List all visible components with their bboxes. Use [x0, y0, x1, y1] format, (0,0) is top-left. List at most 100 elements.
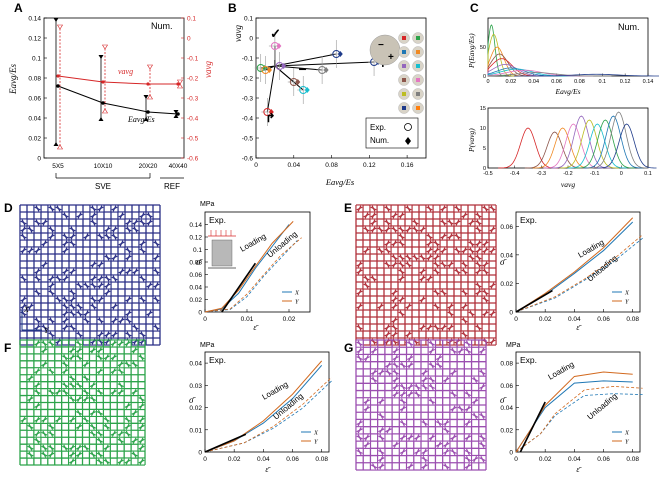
curve-unloading-Y — [204, 376, 332, 453]
lattice-skew-bar — [70, 451, 75, 458]
lattice-skew-bar — [451, 369, 456, 376]
lattice-skew-bar — [364, 247, 369, 254]
lattice-skew-bar — [70, 303, 75, 310]
lattice-skew-bar — [408, 354, 413, 362]
a-series-line — [57, 75, 178, 85]
c-bottom-density-curve — [575, 119, 636, 169]
lattice-skew-bar — [480, 369, 485, 376]
lattice-skew-bar — [483, 261, 488, 268]
lattice-skew-bar — [133, 268, 138, 275]
panel-f-xlabel: ε̄ — [265, 465, 270, 474]
panel-f-lattice — [19, 339, 146, 466]
b-xtick-label: 0 — [254, 162, 258, 169]
lattice-skew-bar — [483, 310, 488, 317]
lattice-skew-bar — [437, 362, 442, 369]
a-ytick-label-right: -0.3 — [187, 96, 199, 103]
c-bottom-xtick-label: -0.1 — [590, 171, 599, 177]
panel-f: F MPa Exp. σ̄ ε̄ 0 0.02 0.04 0.06 0.0800.010… — [4, 339, 332, 474]
lattice-skew-bar — [77, 212, 82, 219]
lattice-skew-bar — [427, 247, 432, 254]
lattice-skew-bar — [399, 254, 404, 261]
lattice-skew-bar — [473, 398, 478, 405]
lattice-skew-bar — [408, 383, 413, 391]
lattice-skew-bar — [441, 247, 446, 254]
panel-e-lattice — [355, 204, 497, 346]
curve-legend-x-label: X — [624, 430, 630, 437]
b-ytick-label: -0.2 — [242, 76, 254, 83]
lattice-skew-bar — [42, 361, 47, 368]
a-ytick-label-right: -0.6 — [187, 156, 199, 163]
lattice-skew-bar — [364, 226, 369, 233]
lattice-skew-bar — [118, 430, 123, 437]
lattice-skew-bar — [21, 296, 26, 303]
lattice-skew-bar — [125, 340, 130, 347]
lattice-skew-bar — [476, 268, 481, 275]
lattice-skew-bar — [393, 347, 398, 354]
lattice-skew-bar — [154, 268, 159, 275]
lattice-skew-bar — [56, 275, 61, 282]
panel-a-group-ref: REF — [164, 182, 180, 191]
lattice-skew-bar — [434, 303, 439, 310]
lattice-skew-bar — [408, 463, 413, 470]
lattice-skew-bar — [400, 448, 405, 456]
panel-f-frame — [204, 351, 330, 453]
lattice-skew-bar — [372, 347, 377, 354]
curve-legend-x-label: X — [313, 430, 319, 437]
lattice-skew-bar — [393, 383, 398, 391]
panel-c-letter: C — [470, 1, 479, 15]
lattice-skew-bar — [455, 233, 460, 240]
lattice-skew-bar — [357, 205, 362, 212]
lattice-skew-bar — [35, 416, 40, 423]
lattice-skew-bar — [126, 219, 131, 226]
lattice-skew-bar — [451, 347, 456, 354]
lattice-skew-bar — [70, 240, 75, 247]
curve-loading-label: Loading — [239, 232, 268, 254]
lattice-skew-bar — [49, 205, 54, 212]
lattice-skew-bar — [90, 423, 95, 430]
curve-legend-y-label: Y — [625, 299, 630, 306]
lattice-skew-bar — [429, 347, 434, 354]
lattice-skew-bar — [399, 233, 404, 240]
a-point — [176, 112, 180, 116]
panel-c-top-xlabel: Eavg/Es — [555, 87, 581, 96]
a-series-label-nu: νavg — [118, 67, 133, 76]
lattice-skew-bar — [364, 405, 369, 412]
lattice-skew-bar — [400, 434, 405, 441]
unit-cell-key-glyph-2: + — [388, 52, 394, 63]
lattice-skew-bar — [357, 289, 362, 296]
curve-loading-Y — [204, 221, 294, 313]
lattice-skew-bar — [372, 376, 377, 383]
lattice-skew-bar — [35, 247, 40, 254]
lattice-skew-bar — [105, 282, 110, 289]
lattice-skew-bar — [357, 448, 362, 456]
curve-legend-x-label: X — [294, 290, 300, 297]
lattice-skew-bar — [476, 247, 481, 254]
b-ytick-label: -0.3 — [242, 96, 254, 103]
a-err-cap-bottom — [176, 83, 184, 89]
lattice-skew-bar — [415, 383, 420, 391]
lattice-skew-bar — [357, 324, 362, 331]
lattice-skew-bar — [35, 389, 40, 396]
lattice-skew-bar — [483, 240, 488, 247]
lattice-skew-bar — [98, 233, 103, 240]
lattice-skew-bar — [112, 303, 117, 310]
lattice-skew-bar — [444, 441, 449, 448]
lattice-skew-bar — [139, 402, 144, 410]
lattice-skew-bar — [126, 296, 131, 303]
lattice-skew-bar — [21, 226, 26, 233]
lattice-skew-bar — [35, 317, 40, 324]
lattice-skew-bar — [465, 391, 470, 398]
b-cell-glyph-2: − — [299, 61, 307, 77]
lattice-skew-bar — [63, 303, 68, 310]
panel-b-legend-exp: Exp. — [370, 123, 386, 132]
lattice-skew-bar — [91, 219, 96, 226]
lattice-skew-bar — [429, 340, 434, 347]
lattice-skew-bar — [465, 347, 470, 354]
lattice-skew-bar — [444, 427, 449, 434]
curve-ytick-label: 0.04 — [189, 361, 202, 368]
lattice-skew-bar — [63, 354, 68, 361]
lattice-skew-bar — [70, 375, 75, 382]
lattice-skew-bar — [408, 362, 413, 369]
lattice-skew-bar — [400, 398, 405, 405]
a-err-cap-top — [101, 44, 109, 50]
